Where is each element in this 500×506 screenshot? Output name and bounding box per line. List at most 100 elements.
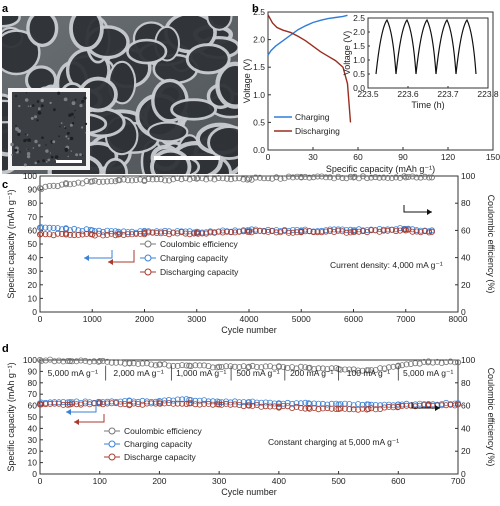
- d-marker-discharge: [152, 400, 159, 407]
- inset-grain: [45, 149, 49, 153]
- c-marker-discharge: [128, 231, 135, 238]
- c-marker-ce: [50, 182, 57, 189]
- inset-grain: [17, 129, 22, 133]
- c-marker-discharge: [112, 232, 119, 239]
- c-y2-tick-label: 20: [461, 280, 471, 290]
- b-x-tick-label: 90: [398, 152, 408, 162]
- c-marker-charge: [157, 228, 164, 235]
- inset-grain: [37, 107, 41, 111]
- inset-grain: [59, 125, 61, 128]
- d-marker-charge: [385, 401, 392, 408]
- d-marker-charge: [412, 401, 419, 408]
- c-marker-ce: [376, 174, 383, 181]
- d-point-discharge: [305, 404, 312, 411]
- inset-grain: [36, 119, 39, 122]
- b-x-axis-label: Specific capacity (mAh g⁻¹): [326, 164, 435, 174]
- c-marker-discharge: [203, 230, 210, 237]
- d-x-tick-label: 100: [93, 476, 107, 486]
- inset-grain: [26, 134, 29, 136]
- c-marker-ce: [223, 175, 230, 182]
- inset-grain: [23, 163, 27, 167]
- d-marker-discharge: [328, 405, 335, 412]
- d-marker-discharge: [236, 401, 243, 408]
- d-marker-discharge: [341, 405, 348, 412]
- d-marker-discharge: [174, 400, 181, 407]
- d-marker-ce: [394, 363, 401, 370]
- c-marker-discharge: [409, 228, 416, 235]
- d-marker-ce: [95, 358, 102, 365]
- c-point-discharge: [141, 230, 148, 237]
- c-y-tick-label: 70: [28, 212, 38, 222]
- d-marker-charge: [249, 398, 256, 405]
- d-marker-charge: [139, 397, 146, 404]
- d-marker-ce: [359, 367, 366, 374]
- d-marker-discharge: [280, 402, 287, 409]
- d-marker-ce: [117, 359, 124, 366]
- b-x-tick-label: 30: [308, 152, 318, 162]
- inset-grain: [84, 132, 87, 134]
- c-marker-discharge: [211, 229, 218, 236]
- d-marker-ce: [82, 357, 89, 364]
- d-point-ce: [365, 367, 372, 374]
- c-point-ce: [402, 174, 409, 181]
- d-y-tick-label: 30: [28, 435, 38, 445]
- c-point-charge: [36, 224, 44, 231]
- c-marker-discharge: [252, 228, 259, 235]
- d-x-tick-label: 400: [272, 476, 286, 486]
- c-legend-marker: [144, 240, 152, 248]
- d-legend-label: Charging capacity: [124, 439, 193, 449]
- d-legend-marker: [108, 440, 116, 448]
- d-segment-label: 2,000 mA g⁻¹: [113, 368, 163, 378]
- c-x-tick-label: 4000: [240, 314, 259, 324]
- d-marker-charge: [297, 400, 304, 407]
- d-marker-discharge: [201, 400, 208, 407]
- d-marker-ce: [42, 357, 49, 364]
- d-marker-discharge: [113, 400, 120, 407]
- c-marker-discharge: [425, 229, 432, 236]
- c-x-tick-label: 1000: [83, 314, 102, 324]
- d-y-tick-label: 10: [28, 458, 38, 468]
- d-marker-charge: [319, 400, 326, 407]
- d-marker-charge: [271, 400, 278, 407]
- c-marker-ce: [269, 175, 276, 182]
- c-marker-ce: [260, 175, 267, 182]
- d-marker-discharge: [108, 400, 115, 407]
- d-marker-charge: [170, 397, 177, 404]
- c-marker-ce: [405, 173, 412, 180]
- d-point-ce: [275, 363, 282, 370]
- d-segment-label: 5,000 mA g⁻¹: [403, 368, 453, 378]
- inset-grain: [64, 127, 67, 129]
- c-marker-discharge: [194, 230, 201, 237]
- inset-grain: [58, 135, 60, 137]
- c-marker-discharge: [149, 229, 156, 236]
- d-marker-ce: [179, 362, 186, 369]
- d-marker-ce: [143, 360, 150, 367]
- c-marker-discharge: [219, 229, 226, 236]
- panel-label-a: a: [2, 3, 9, 15]
- d-marker-charge: [86, 399, 93, 406]
- d-marker-discharge: [315, 406, 322, 413]
- d-marker-discharge: [231, 401, 238, 408]
- b-legend-label: Charging: [295, 112, 330, 122]
- inset-grain: [40, 98, 44, 103]
- c-marker-discharge: [232, 229, 239, 236]
- c-marker-discharge: [223, 228, 230, 235]
- b-x-tick-label: 120: [441, 152, 455, 162]
- c-marker-ce: [326, 174, 333, 181]
- c-marker-charge: [397, 225, 404, 232]
- panel-b-voltage-chart: 0 30 60 90 120 150 0.0 0.5 1.0 1.5 2.0 2.5 Specific …: [242, 7, 500, 174]
- d-annotation: Constant charging at 5,000 mA g⁻¹: [268, 437, 399, 447]
- c-marker-ce: [108, 178, 115, 185]
- d-marker-ce: [77, 357, 84, 364]
- c-marker-charge: [54, 225, 61, 232]
- d-marker-discharge: [443, 402, 450, 409]
- c-marker-discharge: [96, 230, 103, 237]
- inset-grain: [34, 115, 37, 119]
- d-y-tick-label: 100: [23, 355, 37, 365]
- c-marker-discharge: [331, 228, 338, 235]
- panel-c-cycling-chart: 0 1000 2000 3000 4000 5000 6000 7000 80000102030…: [6, 171, 496, 335]
- c-marker-discharge: [215, 228, 222, 235]
- c-arrow-charge: [84, 250, 113, 259]
- inset-grain: [38, 144, 41, 147]
- d-marker-discharge: [399, 402, 406, 409]
